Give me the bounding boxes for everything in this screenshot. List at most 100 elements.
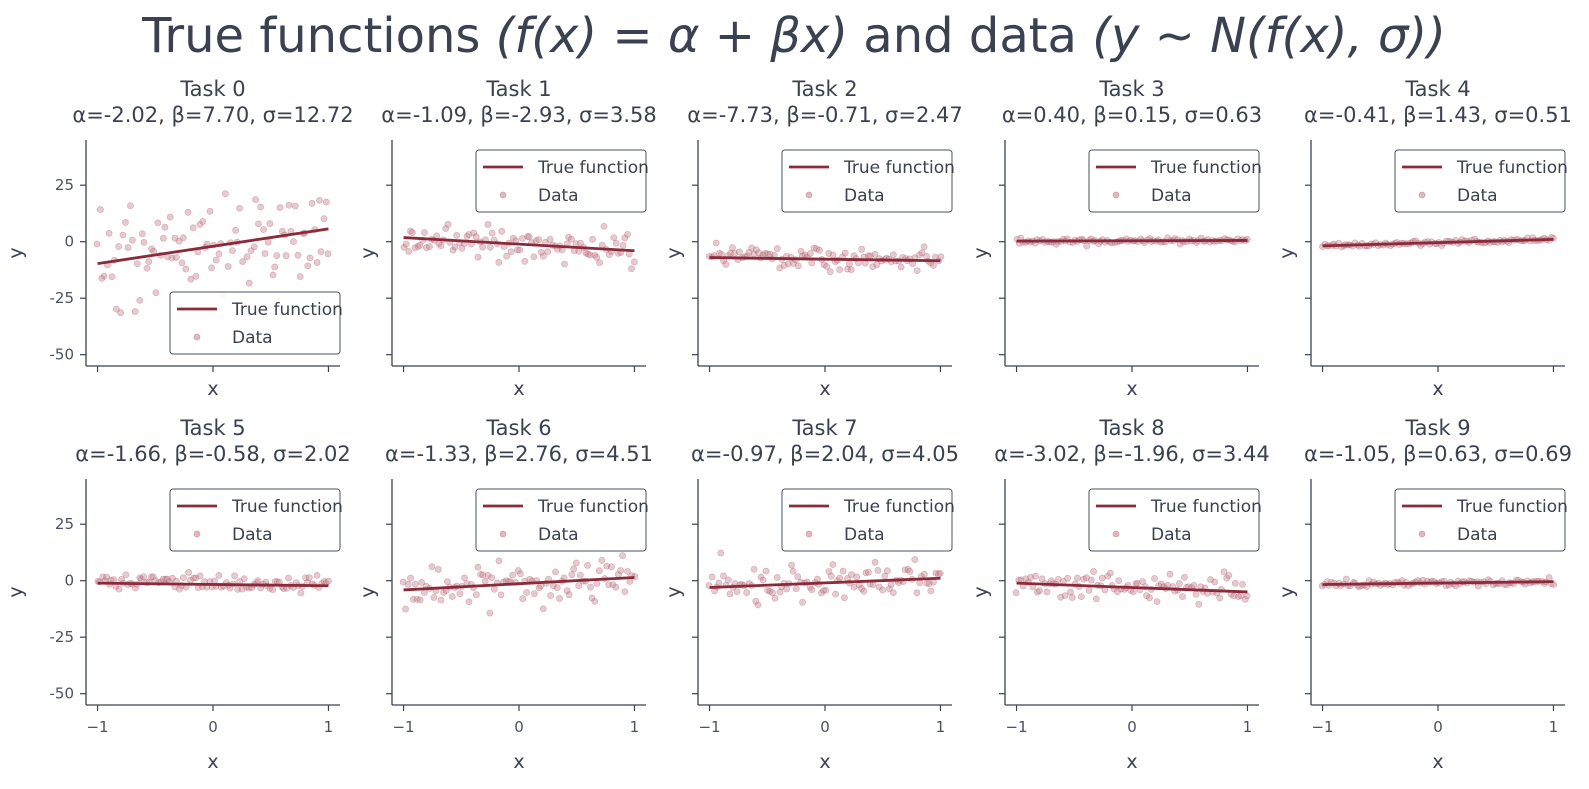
data-point xyxy=(159,234,167,242)
data-point xyxy=(605,581,613,589)
data-point xyxy=(222,190,229,198)
x-tick-label: −1 xyxy=(1311,718,1333,736)
legend-box xyxy=(1088,149,1260,213)
data-point xyxy=(484,221,492,228)
data-point xyxy=(889,251,897,259)
data-point xyxy=(166,213,174,221)
data-point xyxy=(509,234,517,242)
x-axis-label: x xyxy=(819,378,830,400)
data-point xyxy=(97,206,104,213)
data-point xyxy=(930,262,937,269)
data-point xyxy=(829,251,837,259)
data-point xyxy=(252,196,259,204)
data-point xyxy=(169,574,176,582)
data-point xyxy=(733,588,741,596)
data-point xyxy=(224,263,232,270)
data-point xyxy=(117,309,125,317)
subplots-grid: Task 0α=-2.02, β=7.70, σ=12.72 25 0 -25 -50 x… xyxy=(5,77,1572,773)
legend-box xyxy=(1394,149,1566,213)
true-function-line xyxy=(1322,237,1554,248)
true-function-line xyxy=(1016,239,1248,243)
data-point xyxy=(936,569,944,577)
legend-point-swatch xyxy=(499,530,507,538)
data-point xyxy=(764,250,772,258)
data-point xyxy=(162,575,170,583)
data-point xyxy=(769,589,776,597)
data-point xyxy=(313,571,321,579)
data-point xyxy=(306,254,314,262)
data-point xyxy=(418,579,426,586)
data-point xyxy=(451,243,459,251)
y-tick-label: 25 xyxy=(55,515,74,533)
data-point xyxy=(752,246,760,254)
data-point xyxy=(405,247,413,255)
data-point xyxy=(1151,575,1158,582)
data-point xyxy=(808,259,816,267)
x-tick-label: 0 xyxy=(1127,718,1137,736)
data-point xyxy=(93,240,101,248)
subplot-task-3: Task 3α=0.40, β=0.15, σ=0.63 x y True funct… xyxy=(970,77,1262,400)
data-point xyxy=(788,561,795,569)
data-point xyxy=(535,236,543,244)
data-point xyxy=(596,259,603,267)
y-axis-label: y xyxy=(970,247,992,258)
x-axis-label: x xyxy=(1126,378,1137,400)
data-point xyxy=(829,561,837,568)
data-point xyxy=(576,571,584,579)
data-point xyxy=(148,245,155,253)
data-point xyxy=(731,249,739,257)
data-point xyxy=(442,225,450,233)
data-point xyxy=(820,261,828,269)
data-point xyxy=(593,253,601,261)
data-point xyxy=(605,251,613,259)
data-point xyxy=(913,267,921,275)
x-tick-label: −1 xyxy=(698,718,720,736)
data-point xyxy=(208,264,216,272)
data-point xyxy=(595,567,603,575)
data-point xyxy=(465,598,473,606)
data-point xyxy=(1241,595,1249,603)
data-point xyxy=(764,586,771,594)
legend-point-swatch xyxy=(499,191,507,199)
data-point xyxy=(524,233,532,240)
data-point xyxy=(495,557,503,565)
y-axis-label: y xyxy=(663,247,685,258)
true-function-line xyxy=(709,256,941,263)
data-point xyxy=(136,297,144,304)
data-point xyxy=(836,574,844,582)
data-point xyxy=(920,570,928,578)
legend-point-swatch xyxy=(1418,530,1426,538)
data-point xyxy=(1181,573,1188,581)
data-point xyxy=(461,574,468,582)
data-point xyxy=(722,260,730,268)
data-point xyxy=(840,594,848,602)
data-point xyxy=(115,243,123,250)
subplot-params: α=-1.05, β=0.63, σ=0.69 xyxy=(1304,442,1572,466)
data-point xyxy=(282,252,290,260)
subplot-params: α=-0.41, β=1.43, σ=0.51 xyxy=(1304,103,1572,127)
data-point xyxy=(729,244,736,252)
data-point xyxy=(122,218,129,226)
data-point xyxy=(1032,572,1040,580)
data-point xyxy=(1083,242,1091,250)
data-point xyxy=(1043,588,1051,596)
subplot-params: α=-1.66, β=-0.58, σ=2.02 xyxy=(75,442,350,466)
data-point xyxy=(477,571,485,578)
data-point xyxy=(456,590,464,598)
data-point xyxy=(1057,593,1065,601)
data-point xyxy=(409,595,417,603)
data-point xyxy=(152,289,160,297)
data-point xyxy=(325,577,332,585)
data-point xyxy=(584,561,591,569)
data-point xyxy=(1175,580,1183,587)
x-axis-label: x xyxy=(819,751,830,773)
data-point xyxy=(547,592,555,599)
legend: True function Data xyxy=(781,149,955,213)
data-point xyxy=(575,582,583,590)
data-point xyxy=(434,566,442,573)
legend-label-data: Data xyxy=(1457,186,1498,206)
subplot-title: Task 1 xyxy=(485,77,551,101)
data-point xyxy=(913,589,921,597)
data-point xyxy=(273,252,281,260)
data-point xyxy=(463,232,471,240)
